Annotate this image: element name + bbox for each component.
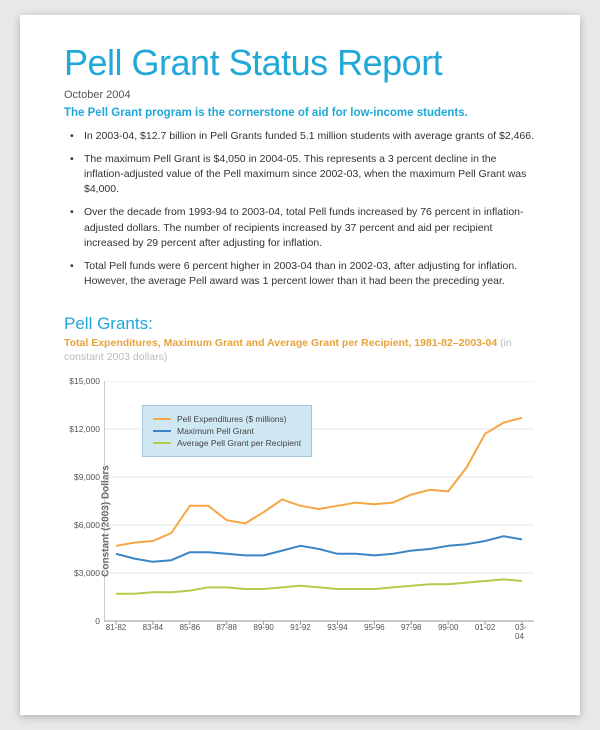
report-date: October 2004: [64, 89, 536, 101]
legend-row: Average Pell Grant per Recipient: [153, 438, 301, 448]
bullet-item: In 2003-04, $12.7 billion in Pell Grants…: [70, 129, 536, 144]
x-tick-label: 03-04: [515, 623, 529, 641]
bullet-item: Over the decade from 1993-94 to 2003-04,…: [70, 205, 536, 251]
x-tick-label: 97-98: [401, 623, 421, 632]
chart-title: Pell Grants:: [64, 314, 536, 334]
x-tick-label: 89-90: [253, 623, 273, 632]
legend-swatch: [153, 418, 171, 420]
y-tick-label: $15,000: [69, 376, 100, 386]
bullet-list: In 2003-04, $12.7 billion in Pell Grants…: [64, 129, 536, 290]
chart-subtitle-main: Total Expenditures, Maximum Grant and Av…: [64, 337, 497, 349]
chart-legend: Pell Expenditures ($ millions) Maximum P…: [142, 405, 312, 457]
x-tick-label: 93-94: [327, 623, 347, 632]
x-tick-label: 99-00: [438, 623, 458, 632]
bullet-item: The maximum Pell Grant is $4,050 in 2004…: [70, 152, 536, 198]
y-tick-label: $6,000: [74, 520, 100, 530]
y-tick-label: 0: [95, 616, 100, 626]
legend-row: Pell Expenditures ($ millions): [153, 414, 301, 424]
y-tick-label: $12,000: [69, 424, 100, 434]
x-tick-label: 83-84: [143, 623, 163, 632]
x-tick-label: 95-96: [364, 623, 384, 632]
chart-subtitle: Total Expenditures, Maximum Grant and Av…: [64, 336, 536, 365]
y-tick-label: $9,000: [74, 472, 100, 482]
legend-label: Pell Expenditures ($ millions): [177, 414, 287, 424]
report-subtitle: The Pell Grant program is the cornerston…: [64, 107, 536, 119]
report-page: Pell Grant Status Report October 2004 Th…: [20, 15, 580, 715]
chart-container: Constant (2003) Dollars Pell Expenditure…: [64, 381, 536, 661]
page-title: Pell Grant Status Report: [64, 43, 536, 83]
legend-swatch: [153, 442, 171, 444]
bullet-item: Total Pell funds were 6 percent higher i…: [70, 259, 536, 289]
x-tick-label: 91-92: [290, 623, 310, 632]
series-line: [116, 536, 522, 562]
y-tick-label: $3,000: [74, 568, 100, 578]
series-line: [116, 579, 522, 593]
x-tick-label: 81-82: [106, 623, 126, 632]
x-tick-label: 87-88: [216, 623, 236, 632]
legend-label: Maximum Pell Grant: [177, 426, 254, 436]
legend-swatch: [153, 430, 171, 432]
legend-row: Maximum Pell Grant: [153, 426, 301, 436]
legend-label: Average Pell Grant per Recipient: [177, 438, 301, 448]
x-tick-label: 85-86: [180, 623, 200, 632]
x-tick-label: 01-02: [475, 623, 495, 632]
